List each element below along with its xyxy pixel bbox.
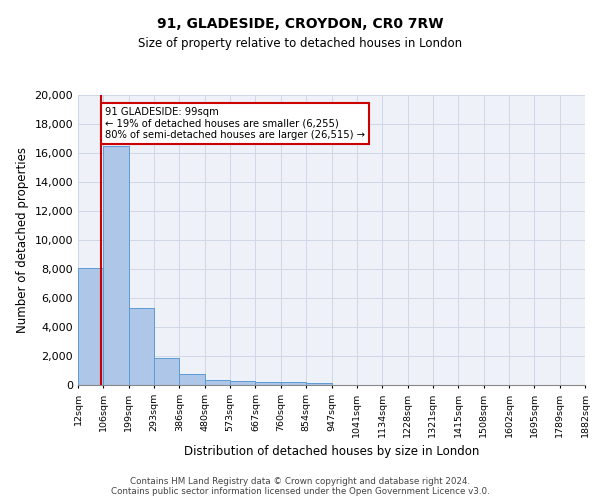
- Bar: [154, 358, 179, 385]
- Text: Size of property relative to detached houses in London: Size of property relative to detached ho…: [138, 38, 462, 51]
- Bar: [256, 382, 281, 385]
- Text: 91, GLADESIDE, CROYDON, CR0 7RW: 91, GLADESIDE, CROYDON, CR0 7RW: [157, 18, 443, 32]
- Bar: [103, 146, 128, 385]
- Text: Contains HM Land Registry data © Crown copyright and database right 2024.: Contains HM Land Registry data © Crown c…: [130, 477, 470, 486]
- Bar: [78, 268, 103, 385]
- Text: 91 GLADESIDE: 99sqm
← 19% of detached houses are smaller (6,255)
80% of semi-det: 91 GLADESIDE: 99sqm ← 19% of detached ho…: [104, 106, 365, 140]
- Bar: [281, 382, 306, 385]
- Bar: [205, 380, 230, 385]
- X-axis label: Distribution of detached houses by size in London: Distribution of detached houses by size …: [184, 446, 479, 458]
- Text: Contains public sector information licensed under the Open Government Licence v3: Contains public sector information licen…: [110, 487, 490, 496]
- Y-axis label: Number of detached properties: Number of detached properties: [16, 147, 29, 333]
- Bar: [128, 308, 154, 385]
- Bar: [179, 374, 205, 385]
- Bar: [306, 382, 331, 385]
- Bar: [230, 381, 256, 385]
